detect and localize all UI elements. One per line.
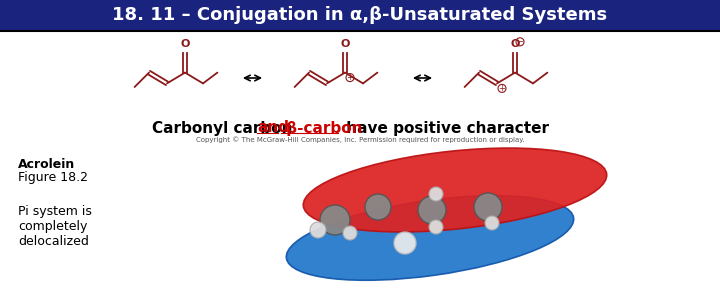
Text: Acrolein: Acrolein	[18, 158, 76, 171]
Circle shape	[418, 196, 446, 224]
Text: O: O	[341, 39, 350, 49]
Text: Pi system is
completely
delocalized: Pi system is completely delocalized	[18, 205, 92, 248]
Circle shape	[429, 187, 443, 201]
Text: and: and	[257, 120, 289, 135]
Circle shape	[429, 220, 443, 234]
Text: +: +	[346, 73, 354, 82]
Text: O: O	[180, 39, 189, 49]
Text: −: −	[516, 37, 523, 46]
FancyBboxPatch shape	[0, 0, 720, 30]
Text: Figure 18.2: Figure 18.2	[18, 171, 88, 184]
Text: Carbonyl carbon: Carbonyl carbon	[152, 120, 298, 135]
Text: O: O	[510, 39, 520, 49]
Circle shape	[485, 216, 499, 230]
Circle shape	[474, 193, 502, 221]
Ellipse shape	[287, 196, 574, 280]
Circle shape	[320, 205, 350, 235]
Circle shape	[394, 232, 416, 254]
Text: 18. 11 – Conjugation in α,β-Unsaturated Systems: 18. 11 – Conjugation in α,β-Unsaturated …	[112, 6, 608, 24]
Circle shape	[365, 194, 391, 220]
Text: β-carbon: β-carbon	[281, 120, 362, 135]
Text: +: +	[498, 84, 505, 93]
Circle shape	[343, 226, 357, 240]
Ellipse shape	[303, 148, 607, 232]
Text: Copyright © The McGraw-Hill Companies, Inc. Permission required for reproduction: Copyright © The McGraw-Hill Companies, I…	[196, 137, 524, 143]
Text: have positive character: have positive character	[341, 120, 549, 135]
Circle shape	[310, 222, 326, 238]
